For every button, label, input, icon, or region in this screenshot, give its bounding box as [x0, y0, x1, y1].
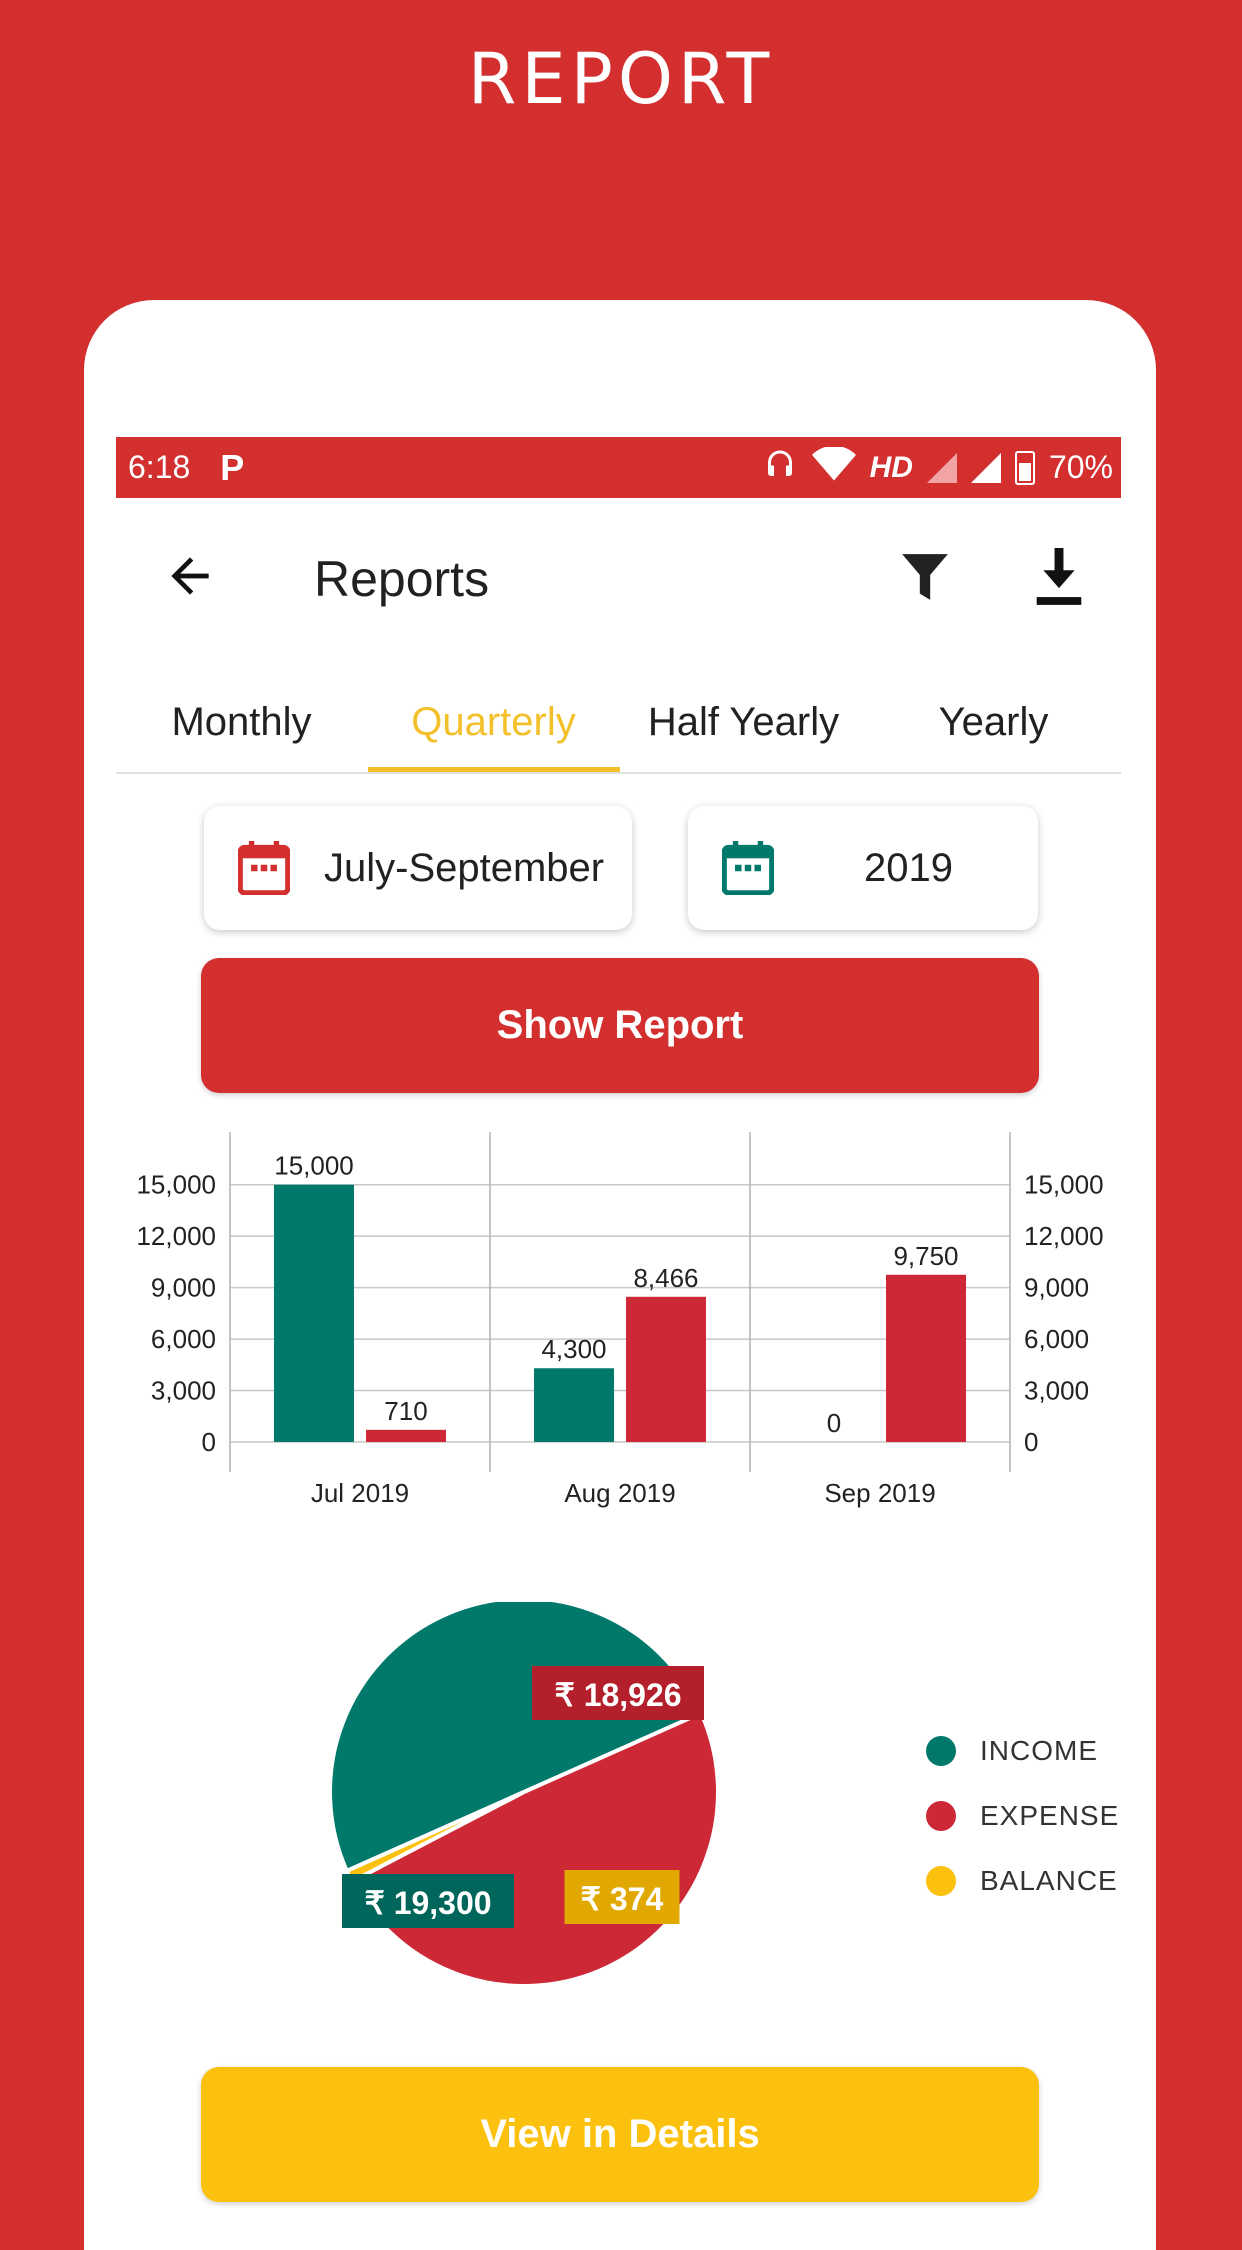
view-details-button[interactable]: View in Details — [201, 2067, 1039, 2202]
page-title: Reports — [314, 551, 490, 607]
legend-label: EXPENSE — [980, 1799, 1120, 1831]
pie-value-label: ₹ 18,926 — [554, 1677, 681, 1713]
y-tick-label-left: 15,000 — [136, 1170, 216, 1200]
app-screen: 6:18 P HD 70% Reports Monthly — [116, 437, 1121, 2208]
y-tick-label-right: 9,000 — [1024, 1273, 1089, 1303]
status-icons: HD 70% — [762, 437, 1113, 498]
year-picker[interactable]: 2019 — [688, 806, 1038, 930]
legend-item-income: INCOME — [926, 1718, 1119, 1783]
x-tick-label: Sep 2019 — [824, 1478, 935, 1508]
app-bar: Reports — [116, 498, 1121, 658]
pie-label-background — [564, 1870, 680, 1924]
y-tick-label-right: 12,000 — [1024, 1221, 1104, 1251]
status-bar: 6:18 P HD 70% — [116, 437, 1121, 498]
period-value: July-September — [324, 845, 605, 890]
banner-title: REPORT — [467, 38, 775, 120]
y-tick-label-left: 0 — [202, 1427, 216, 1457]
y-tick-label-right: 15,000 — [1024, 1170, 1104, 1200]
bar — [274, 1184, 354, 1442]
back-arrow-icon[interactable] — [162, 548, 218, 614]
legend-dot — [926, 1735, 956, 1766]
bar-data-label: 8,466 — [633, 1263, 698, 1293]
battery-level: 70% — [1048, 449, 1113, 485]
battery-icon — [1014, 450, 1035, 485]
legend-dot — [926, 1800, 956, 1831]
y-tick-label-right: 0 — [1024, 1427, 1038, 1457]
wifi-icon — [811, 445, 856, 489]
y-tick-label-left: 9,000 — [151, 1273, 216, 1303]
app-notification-icon: P — [220, 446, 245, 488]
pie-value-label: ₹ 19,300 — [364, 1885, 491, 1921]
status-time: 6:18 — [128, 449, 191, 485]
pie-label-background — [532, 1666, 704, 1720]
legend-item-balance: BALANCE — [926, 1848, 1119, 1913]
tab-monthly[interactable]: Monthly — [171, 700, 312, 744]
pie-value-label: ₹ 374 — [581, 1881, 664, 1917]
legend-dot — [926, 1865, 956, 1896]
headphones-icon — [762, 446, 798, 490]
y-tick-label-left: 12,000 — [136, 1221, 216, 1251]
tab-half-yearly[interactable]: Half Yearly — [647, 700, 840, 744]
bar-data-label: 9,750 — [893, 1241, 958, 1271]
active-tab-indicator — [368, 767, 620, 772]
y-tick-label-right: 3,000 — [1024, 1376, 1089, 1406]
calendar-icon — [721, 841, 775, 896]
bar-chart: 0 0 3,000 3,000 6,000 6,000 9,000 9,000 12,000 12… — [136, 1132, 1104, 1508]
pie-legend: INCOME EXPENSE BALANCE — [926, 1718, 1119, 1913]
bar-data-label: 710 — [384, 1396, 427, 1426]
y-tick-label-right: 6,000 — [1024, 1324, 1089, 1354]
show-report-button[interactable]: Show Report — [201, 958, 1039, 1093]
y-tick-label-left: 3,000 — [151, 1376, 216, 1406]
bar — [534, 1368, 614, 1442]
period-picker[interactable]: July-September — [204, 806, 632, 930]
x-tick-label: Aug 2019 — [564, 1478, 675, 1508]
pie-label-background — [342, 1874, 514, 1928]
pie-chart: ₹ 19,300 ₹ 18,926 ₹ 374 — [328, 1602, 720, 1988]
filter-icon[interactable] — [900, 550, 950, 604]
legend-item-expense: EXPENSE — [926, 1783, 1119, 1848]
bar — [366, 1429, 446, 1442]
bar-data-label: 15,000 — [274, 1151, 354, 1181]
legend-label: INCOME — [980, 1734, 1098, 1766]
signal-icon-2 — [970, 452, 1001, 483]
signal-icon-1 — [926, 452, 957, 483]
bar-data-label: 4,300 — [541, 1334, 606, 1364]
legend-label: BALANCE — [980, 1864, 1118, 1896]
bar-data-label: 0 — [827, 1408, 841, 1438]
bar — [626, 1296, 706, 1442]
y-tick-label-left: 6,000 — [151, 1324, 216, 1354]
tab-quarterly[interactable]: Quarterly — [411, 700, 576, 744]
download-icon[interactable] — [1036, 548, 1082, 606]
bar — [886, 1274, 966, 1442]
network-type: HD — [869, 450, 913, 484]
period-tabs: Monthly Quarterly Half Yearly Yearly — [116, 672, 1121, 774]
x-tick-label: Jul 2019 — [311, 1478, 409, 1508]
tab-yearly[interactable]: Yearly — [938, 700, 1049, 744]
calendar-icon — [237, 841, 291, 896]
year-value: 2019 — [864, 845, 953, 890]
